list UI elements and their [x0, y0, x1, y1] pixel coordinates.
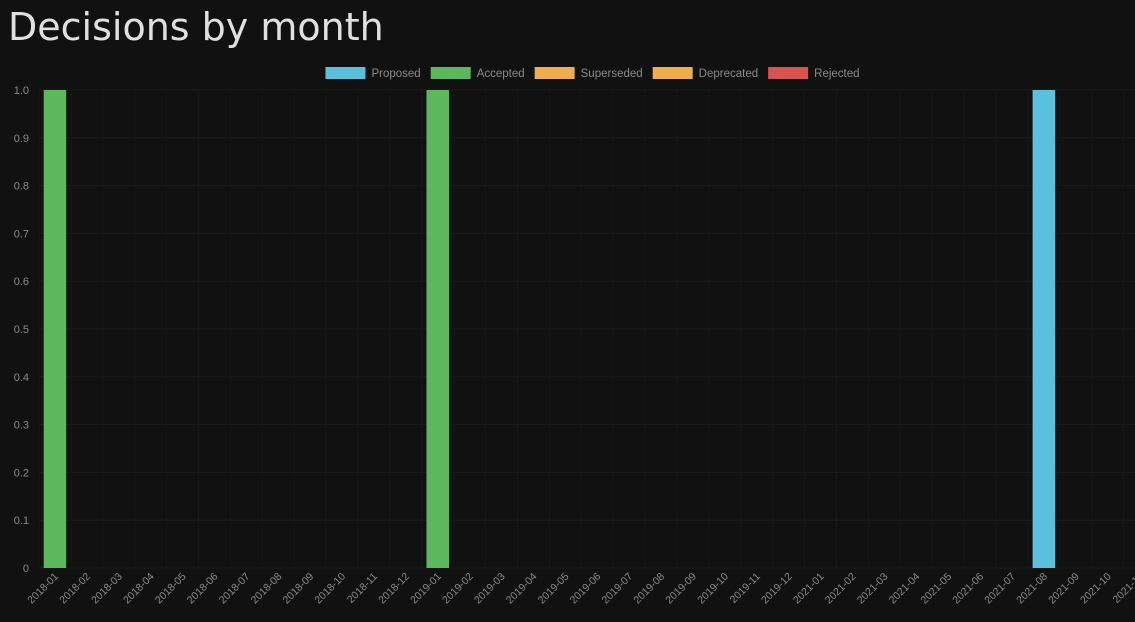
x-tick-label: 2019-03: [472, 571, 508, 607]
x-tick-label: 2019-10: [695, 571, 731, 607]
x-tick-label: 2021-03: [855, 571, 891, 607]
y-tick-label: 0.9: [14, 133, 29, 145]
x-tick-label: 2021-08: [1014, 571, 1050, 607]
bar-accepted-2018-01: [43, 90, 67, 568]
x-tick-label: 2018-12: [376, 571, 412, 607]
x-tick-label: 2021-02: [823, 571, 859, 607]
bar-proposed-2021-08: [1032, 90, 1056, 568]
x-tick-label: 2018-02: [57, 571, 93, 607]
x-tick-label: 2018-11: [345, 571, 380, 606]
x-tick-label: 2021-06: [950, 571, 986, 607]
y-tick-label: 0.2: [14, 467, 29, 479]
bar-accepted-2019-01: [426, 90, 449, 568]
legend-swatch: [430, 67, 471, 79]
x-tick-label: 2019-04: [504, 571, 540, 607]
legend-item-accepted: Accepted: [430, 67, 525, 80]
x-tick-label: 2018-10: [312, 571, 348, 607]
y-tick-label: 0.5: [14, 324, 29, 336]
x-tick-label: 2018-04: [121, 571, 157, 607]
legend-item-superseded: Superseded: [534, 67, 643, 80]
page-title: Decisions by month: [8, 5, 384, 49]
legend-swatch: [768, 67, 809, 79]
legend-swatch: [652, 67, 693, 79]
legend-item-proposed: Proposed: [325, 67, 421, 80]
x-tick-label: 2021-01: [791, 571, 827, 607]
legend-label: Rejected: [814, 68, 859, 80]
x-tick-label: 2019-09: [663, 571, 699, 607]
x-tick-label: 2021-10: [1078, 571, 1114, 607]
legend-swatch: [325, 67, 366, 79]
x-tick-label: 2018-05: [153, 571, 189, 607]
legend-label: Accepted: [477, 68, 525, 80]
legend-label: Deprecated: [699, 68, 758, 80]
x-tick-label: 2019-11: [728, 571, 763, 606]
chart-bars: [43, 90, 1056, 568]
y-tick-label: 1.0: [14, 85, 29, 97]
x-tick-label: 2018-03: [89, 571, 125, 607]
y-tick-label: 0.3: [14, 420, 29, 432]
x-tick-label: 2019-05: [536, 571, 572, 607]
chart-grid: [38, 89, 1135, 569]
x-tick-label: 2018-01: [25, 571, 61, 607]
legend-label: Superseded: [581, 68, 643, 80]
y-axis: 0 0.1 0.2 0.3 0.4 0.5 0.6 0.7 0.8 0.9 1.0: [14, 85, 29, 575]
x-tick-label: 2018-08: [249, 571, 285, 607]
legend-swatch: [534, 67, 575, 79]
x-tick-label: 2018-06: [185, 571, 221, 607]
x-tick-label: 2021-09: [1046, 571, 1082, 607]
x-tick-label: 2019-08: [631, 571, 667, 607]
x-tick-label: 2018-07: [217, 571, 253, 607]
y-tick-label: 0: [23, 563, 29, 575]
y-tick-label: 0.1: [14, 515, 29, 527]
y-tick-label: 0.6: [14, 276, 29, 288]
y-tick-label: 0.7: [14, 228, 29, 240]
y-tick-label: 0.4: [14, 372, 29, 384]
x-tick-label: 2021-05: [919, 571, 955, 607]
legend-label: Proposed: [371, 68, 420, 80]
x-tick-label: 2019-02: [440, 571, 476, 607]
x-tick-label: 2019-06: [568, 571, 604, 607]
x-tick-label: 2018-09: [281, 571, 317, 607]
y-tick-label: 0.8: [14, 181, 29, 193]
x-tick-label: 2019-12: [759, 571, 795, 607]
x-axis: 2018-012018-022018-032018-042018-052018-…: [25, 571, 1135, 607]
legend-item-deprecated: Deprecated: [652, 67, 758, 80]
x-tick-label: 2019-07: [600, 571, 636, 607]
chart-legend: Proposed Accepted Superseded Deprecated Reje…: [325, 67, 860, 80]
x-tick-label: 2021-04: [887, 571, 923, 607]
x-tick-label: 2021-11: [1110, 571, 1135, 606]
x-tick-label: 2019-01: [408, 571, 444, 607]
x-tick-label: 2021-07: [982, 571, 1018, 607]
legend-item-rejected: Rejected: [768, 67, 860, 80]
